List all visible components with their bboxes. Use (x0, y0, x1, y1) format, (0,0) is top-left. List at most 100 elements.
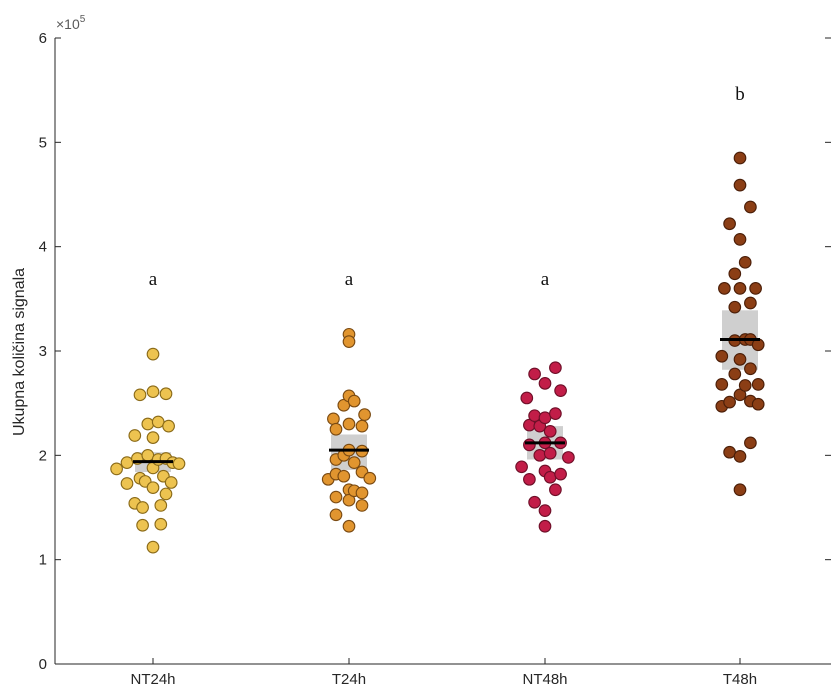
data-point (723, 395, 736, 409)
data-point (342, 417, 356, 431)
data-point (128, 429, 142, 442)
significance-letter: a (149, 269, 158, 290)
data-point (347, 394, 361, 408)
data-point (327, 412, 340, 426)
data-point (136, 501, 149, 514)
data-point (533, 448, 547, 462)
x-tick-label: T24h (332, 671, 366, 688)
data-point (543, 424, 557, 438)
y-axis-title: Ukupna količina signala (11, 268, 28, 436)
data-point (733, 352, 747, 366)
data-point (154, 499, 168, 512)
data-point (733, 450, 747, 463)
x-tick-label: T48h (723, 671, 757, 688)
data-point (528, 495, 541, 509)
data-point (172, 457, 186, 471)
data-point (728, 300, 742, 314)
data-point (520, 391, 534, 405)
data-point (110, 462, 123, 476)
y-tick-label: 0 (39, 656, 47, 673)
data-point (136, 518, 149, 532)
data-point (159, 487, 173, 501)
data-point (342, 519, 356, 533)
x-tick-label: NT24h (130, 671, 175, 688)
plot-area: a a a b (110, 84, 765, 554)
data-point (342, 335, 356, 348)
data-point (358, 408, 371, 421)
data-point (554, 467, 567, 481)
y-tick-label: 5 (39, 134, 47, 151)
data-point (549, 407, 562, 420)
data-point (749, 282, 762, 295)
data-point (355, 419, 369, 433)
series-NT24h: a (110, 269, 186, 554)
data-point (355, 499, 369, 512)
data-point (329, 490, 343, 504)
data-point (523, 472, 536, 486)
data-point (723, 217, 736, 231)
data-point (549, 483, 562, 497)
data-point (141, 417, 155, 431)
data-point (528, 409, 541, 423)
data-point (751, 397, 765, 411)
axes: 0 1 2 3 4 5 6 NT24h T24h NT48h T48h (39, 30, 831, 688)
data-point (538, 519, 552, 533)
significance-letter: a (345, 269, 354, 290)
y-tick-label: 3 (39, 343, 47, 360)
data-point (744, 296, 757, 310)
data-point (733, 233, 747, 246)
data-point (543, 446, 557, 460)
data-point (744, 362, 757, 376)
data-point (146, 385, 160, 399)
data-point (751, 378, 765, 391)
data-point (164, 476, 178, 489)
data-point (146, 347, 160, 361)
data-point (733, 178, 747, 192)
data-point (538, 376, 552, 390)
y-exponent-label: ×105 (56, 14, 86, 32)
data-point (329, 508, 343, 522)
data-point (733, 151, 747, 165)
data-point (347, 456, 361, 469)
data-point (523, 438, 536, 452)
data-point (329, 422, 343, 436)
y-tick-label: 6 (39, 30, 47, 47)
data-point (554, 384, 567, 397)
data-point (744, 436, 757, 450)
data-point (549, 361, 562, 375)
data-point (562, 451, 575, 464)
data-point (515, 460, 528, 474)
data-point (337, 469, 351, 483)
data-point (543, 470, 557, 484)
data-point (728, 367, 742, 381)
x-tick-label: NT48h (522, 671, 567, 688)
data-point (733, 282, 747, 295)
data-point (146, 431, 160, 444)
data-point (744, 200, 757, 214)
y-exponent-power: 5 (80, 14, 86, 25)
data-point (738, 255, 752, 269)
y-tick-label: 2 (39, 447, 47, 464)
series-T24h: a (321, 269, 377, 533)
series-T48h: b (715, 84, 765, 497)
data-point (355, 486, 369, 500)
y-exponent-base: ×10 (56, 16, 80, 32)
data-point (738, 379, 752, 392)
data-point (718, 282, 731, 295)
significance-letter: a (541, 269, 550, 290)
data-point (715, 378, 729, 391)
y-tick-label: 1 (39, 552, 47, 569)
data-point (528, 367, 541, 381)
data-point (120, 477, 134, 490)
data-point (733, 483, 747, 497)
data-point (146, 540, 160, 554)
data-point (133, 388, 147, 402)
data-point (538, 504, 552, 517)
data-point (363, 471, 377, 485)
y-tick-label: 4 (39, 239, 47, 256)
significance-letter: b (735, 84, 745, 105)
data-point (715, 349, 729, 363)
data-point (146, 481, 160, 495)
data-point (154, 517, 168, 531)
